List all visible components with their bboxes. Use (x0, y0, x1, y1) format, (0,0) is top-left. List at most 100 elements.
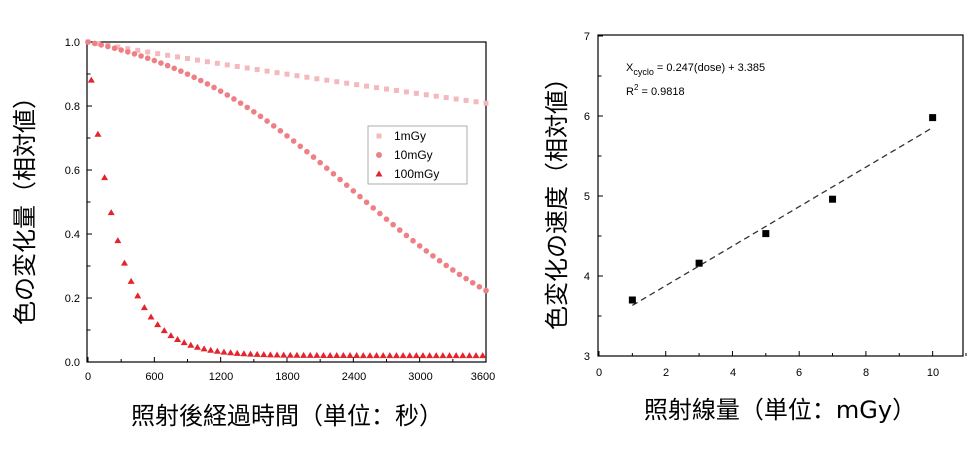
point-1mgy (95, 41, 101, 47)
equation-subscript: cyclo (633, 67, 654, 77)
point-10mgy (98, 42, 105, 48)
point-10mgy (416, 243, 423, 249)
point-100mgy (94, 130, 102, 137)
point-10mgy (317, 159, 323, 166)
point-1mgy (304, 74, 310, 80)
point-10mgy (125, 49, 131, 55)
point-100mgy (200, 345, 208, 352)
point-10mgy (330, 171, 337, 177)
point-100mgy (220, 348, 228, 355)
right-axis-ticks (598, 35, 967, 357)
point-1mgy (194, 57, 200, 63)
point-100mgy (140, 304, 148, 311)
point-100mgy (373, 352, 381, 359)
point-1mgy (294, 73, 300, 79)
point-10mgy (211, 84, 217, 91)
point-1mgy (254, 67, 260, 73)
left-data-points (85, 39, 489, 359)
point-100mgy (319, 351, 327, 358)
right-x-tick-label: 6 (796, 367, 802, 379)
point-100mgy (180, 339, 188, 346)
point-10mgy (324, 165, 330, 172)
point-100mgy (167, 332, 175, 339)
point-10mgy (450, 267, 456, 273)
point-10mgy (251, 109, 257, 115)
point-100mgy (266, 351, 274, 358)
point-100mgy (346, 352, 354, 359)
point-10mgy (144, 55, 151, 62)
point-10mgy (244, 104, 250, 111)
point-10mgy (217, 88, 224, 94)
right-data-points (628, 114, 937, 306)
legend-label: 10mGy (394, 148, 433, 162)
point-100mgy (253, 350, 261, 357)
point-100mgy (160, 327, 168, 334)
point-1mgy (384, 86, 389, 92)
point-100mgy (392, 352, 400, 359)
point-10mgy (436, 257, 443, 264)
point-1mgy (324, 77, 330, 83)
right-x-tick-label: 10 (927, 367, 939, 379)
point-100mgy (154, 321, 162, 328)
point-10mgy (131, 51, 138, 57)
point-100mgy (366, 352, 374, 359)
right-x-tick-label: 0 (596, 367, 602, 379)
right-x-axis-title: 照射線量（単位：mGy） (644, 396, 916, 424)
left-y-tick-label: 0.6 (65, 165, 80, 177)
dose-rate-point (829, 195, 837, 203)
left-x-tick-label: 0 (85, 371, 91, 383)
legend-triangle-marker (375, 170, 383, 177)
point-1mgy (115, 44, 121, 50)
point-10mgy (164, 62, 171, 69)
point-100mgy (87, 76, 95, 83)
point-100mgy (207, 346, 215, 353)
legend: 1mGy 10mGy 100mGy (367, 125, 468, 185)
equation-rest: = 0.247(dose) + 3.385 (654, 62, 765, 74)
point-100mgy (399, 352, 407, 359)
point-10mgy (396, 227, 403, 233)
right-y-tick-label: 7 (584, 31, 590, 43)
point-10mgy (257, 113, 264, 120)
point-10mgy (85, 39, 91, 45)
point-10mgy (463, 275, 469, 282)
right-y-axis-title: 色変化の速度（相対値） (543, 66, 571, 330)
point-10mgy (310, 154, 317, 160)
point-100mgy (459, 352, 467, 359)
point-10mgy (290, 138, 297, 144)
point-10mgy (383, 216, 390, 222)
left-x-tick-label: 3600 (471, 371, 495, 383)
point-100mgy (134, 292, 142, 299)
point-10mgy (443, 262, 450, 269)
point-100mgy (419, 352, 427, 359)
point-100mgy (280, 351, 288, 358)
right-y-tick-label: 6 (584, 111, 590, 123)
point-10mgy (231, 96, 237, 102)
point-100mgy (293, 351, 301, 358)
point-1mgy (364, 83, 370, 89)
point-10mgy (270, 123, 277, 129)
point-10mgy (118, 47, 124, 53)
legend-label: 1mGy (394, 129, 426, 143)
point-10mgy (363, 199, 370, 206)
equation-prefix: X (626, 62, 634, 74)
point-100mgy (439, 352, 447, 359)
point-10mgy (138, 53, 144, 59)
point-1mgy (125, 46, 131, 52)
point-100mgy (193, 343, 201, 350)
point-100mgy (120, 259, 128, 266)
point-10mgy (350, 188, 357, 194)
point-100mgy (147, 313, 155, 320)
point-100mgy (101, 174, 109, 181)
point-1mgy (264, 68, 270, 74)
point-100mgy (465, 352, 473, 359)
point-100mgy (286, 351, 294, 358)
point-10mgy (184, 71, 191, 77)
point-1mgy (354, 82, 360, 88)
left-y-tick-label: 0.0 (65, 357, 80, 369)
point-100mgy (406, 352, 414, 359)
point-10mgy (476, 283, 483, 290)
point-100mgy (260, 351, 268, 358)
point-100mgy (479, 352, 487, 359)
point-100mgy (412, 352, 420, 359)
